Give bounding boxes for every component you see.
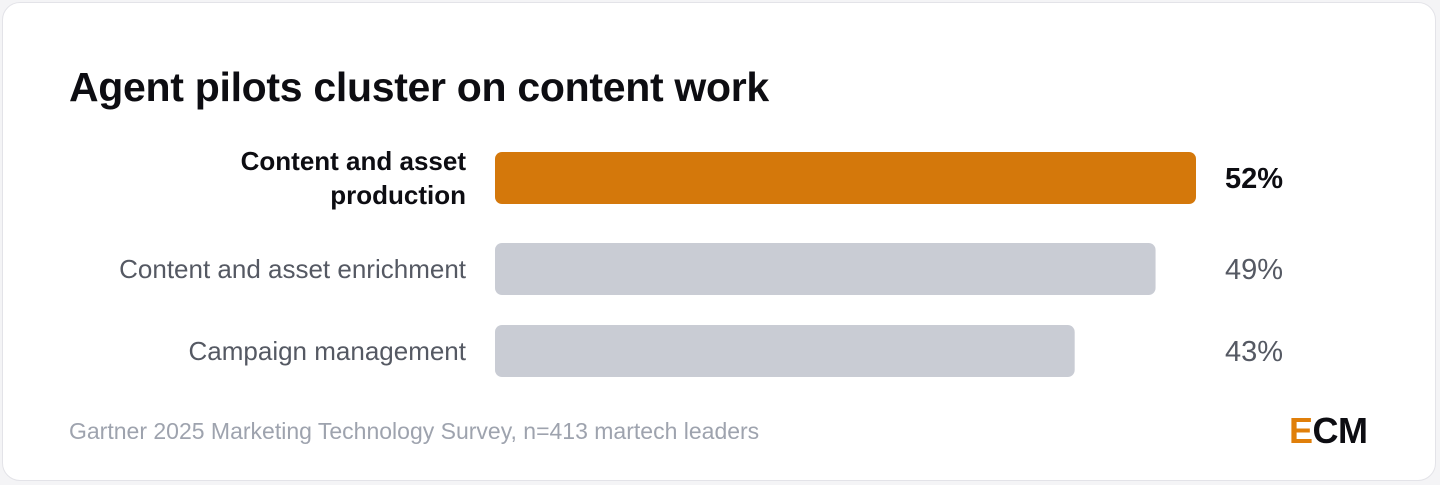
bar-1 — [495, 152, 1196, 204]
value-label-2: 49% — [1225, 254, 1283, 286]
chart-title: Agent pilots cluster on content work — [69, 64, 769, 110]
category-label-1: Content and asset production — [241, 146, 467, 210]
ecm-logo: ECM — [1289, 410, 1368, 452]
source-note: Gartner 2025 Marketing Technology Survey… — [69, 418, 760, 444]
value-label-3: 43% — [1225, 336, 1283, 368]
bar-chart: Content and asset production 52% Content an… — [119, 146, 1283, 377]
logo-accent-letter: E — [1289, 410, 1313, 451]
category-label-3: Campaign management — [189, 336, 467, 366]
value-label-1: 52% — [1225, 163, 1283, 195]
category-label-2: Content and asset enrichment — [119, 254, 467, 284]
logo-letters: CM — [1312, 410, 1369, 451]
bar-3 — [495, 325, 1075, 377]
bar-2 — [495, 243, 1156, 295]
